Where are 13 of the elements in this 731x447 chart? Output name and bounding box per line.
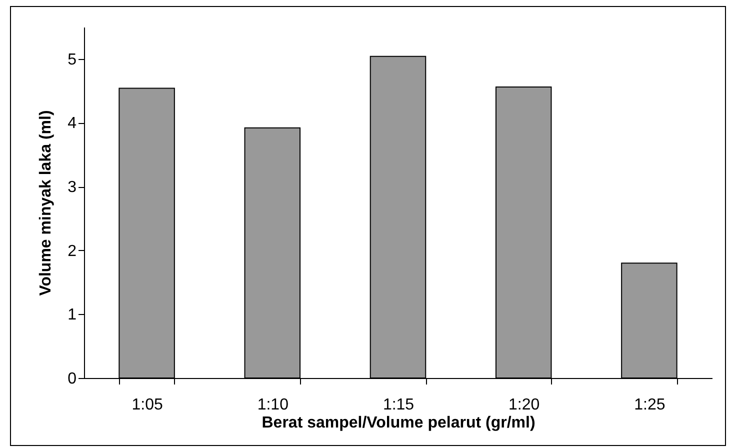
y-tick-label: 4 <box>68 115 77 132</box>
x-tick-label: 1:20 <box>508 396 540 414</box>
y-tick-label: 0 <box>68 370 77 388</box>
y-tick-label: 1 <box>68 306 77 324</box>
x-tick-label: 1:25 <box>634 396 666 414</box>
x-axis-title: Berat sampel/Volume pelarut (gr/ml) <box>262 414 536 432</box>
y-tick-label: 3 <box>68 179 77 196</box>
x-tick-label: 1:05 <box>132 396 163 414</box>
x-tick-label: 1:10 <box>257 396 289 414</box>
x-tick-label: 1:15 <box>382 396 414 414</box>
y-tick-label: 5 <box>68 51 77 68</box>
y-axis-title: Volume minyak laka (ml) <box>38 110 55 296</box>
y-tick-label: 2 <box>68 242 77 260</box>
